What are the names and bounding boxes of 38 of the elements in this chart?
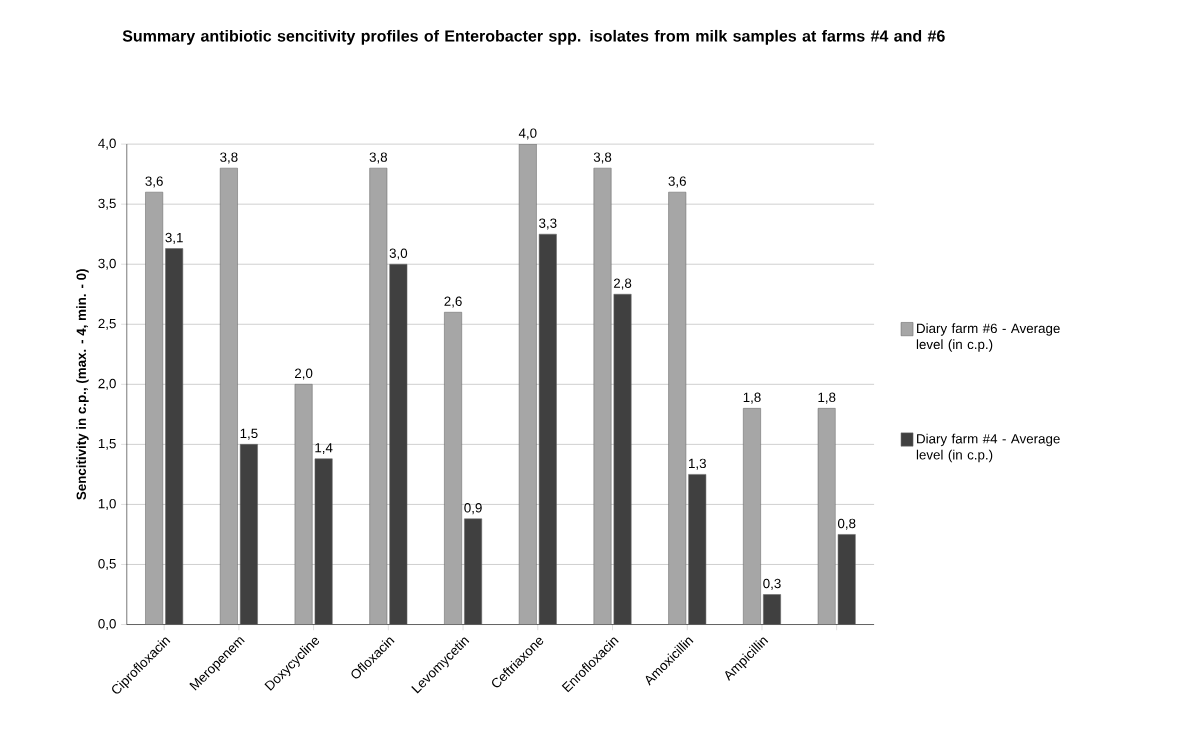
y-tick-label: 3,0 xyxy=(98,258,116,270)
bar xyxy=(239,443,258,625)
data-label: 3,6 xyxy=(145,176,163,188)
data-label: 1,8 xyxy=(818,392,836,404)
chart-title: Summary antibiotic sencitivity profiles of Enterobacter spp. isolates from milk samples at farms #4 and #6 xyxy=(122,29,945,45)
data-label: 1,4 xyxy=(315,443,333,454)
y-tick-label: 1,0 xyxy=(98,498,116,510)
data-label: 2,6 xyxy=(444,296,462,308)
y-tick-label: 0,0 xyxy=(98,618,116,630)
data-label: 2,0 xyxy=(294,368,313,380)
data-label: 4,0 xyxy=(518,128,537,140)
data-label: 0,9 xyxy=(464,502,482,514)
data-label: 3,8 xyxy=(369,152,388,164)
bar xyxy=(464,518,483,625)
data-label: 2,8 xyxy=(613,278,632,290)
y-tick-label: 2,0 xyxy=(98,378,116,390)
data-label: 1,5 xyxy=(240,428,258,440)
data-label: 1,3 xyxy=(689,458,706,470)
y-tick-label: 2,5 xyxy=(98,318,116,330)
data-label: 3,6 xyxy=(668,176,686,188)
data-label: 3,8 xyxy=(593,152,612,164)
y-tick-label: 4,0 xyxy=(98,138,116,150)
y-axis-title: Sencitivity in c.p., (max. - 4, min. - 0) xyxy=(76,269,89,500)
data-label: 3,8 xyxy=(220,152,238,164)
data-label: 0,8 xyxy=(837,518,856,530)
legend-label: Diary farm #4 - Average level (in c.p.) xyxy=(916,433,1060,462)
bar xyxy=(837,534,856,625)
y-tick-label: 1,5 xyxy=(98,438,116,450)
data-label: 3,1 xyxy=(165,232,183,244)
bar xyxy=(763,594,781,625)
data-label: 0,3 xyxy=(763,578,781,590)
y-tick-label: 3,5 xyxy=(98,198,116,210)
data-label: 3,0 xyxy=(389,248,408,260)
data-label: 1,8 xyxy=(743,392,761,404)
bar xyxy=(165,248,184,625)
legend-label: Diary farm #6 - Average level (in c.p.) xyxy=(916,323,1060,352)
data-label: 3,3 xyxy=(539,218,557,230)
y-tick-label: 0,5 xyxy=(98,558,116,570)
